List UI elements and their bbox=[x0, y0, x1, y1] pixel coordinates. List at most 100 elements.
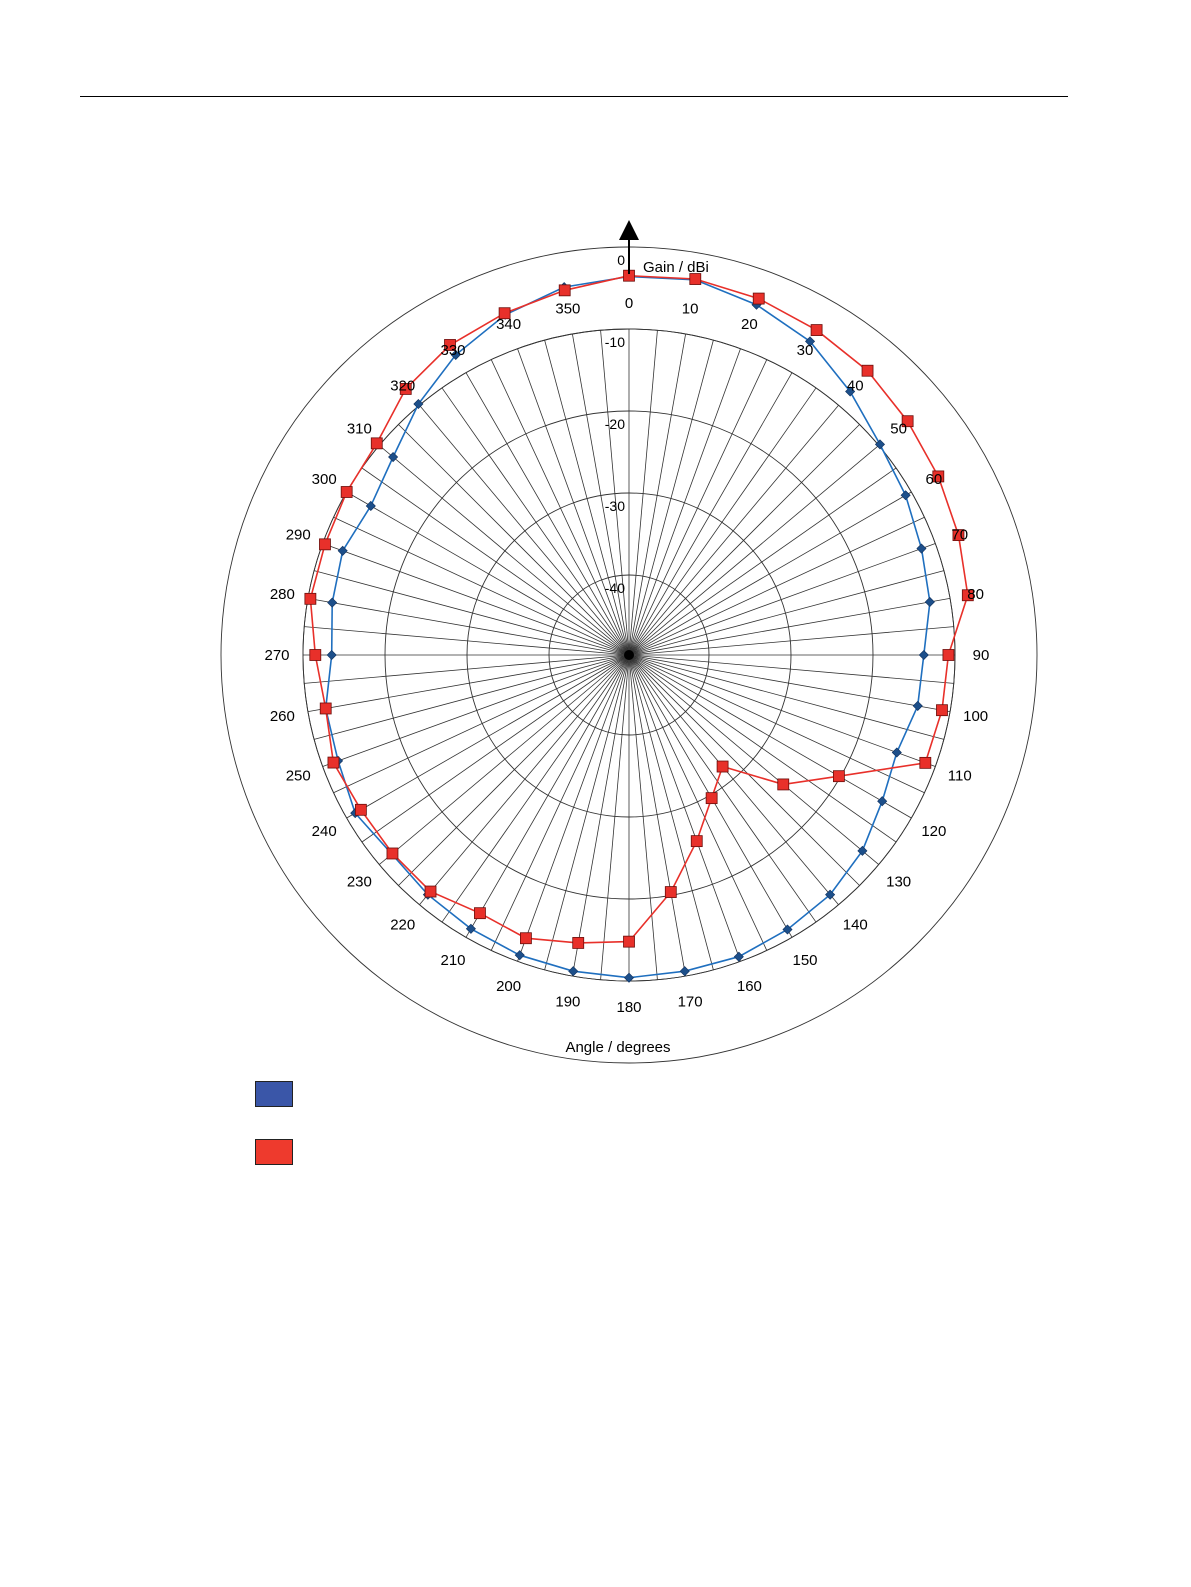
series-2-point bbox=[558, 284, 571, 297]
angle-tick-label: 140 bbox=[843, 917, 868, 934]
grid-spoke bbox=[465, 654, 630, 938]
angle-tick-label: 120 bbox=[921, 823, 946, 840]
angle-tick-label: 100 bbox=[963, 708, 988, 725]
radial-tick-label: -30 bbox=[605, 498, 625, 514]
angle-tick-label: 330 bbox=[440, 342, 465, 359]
angle-tick-label: 270 bbox=[264, 647, 289, 664]
radial-tick-label: 0 bbox=[617, 252, 625, 268]
grid-spoke bbox=[628, 424, 860, 656]
series-1-point bbox=[450, 349, 461, 360]
label-layer: 0 -10 -20 -30 -40 0 10 20 30 40 50 60 70 80 90 100 110 12… bbox=[264, 252, 989, 1016]
series-2-point bbox=[572, 937, 585, 949]
grid-spoke bbox=[628, 654, 860, 886]
radial-tick-label: -20 bbox=[605, 416, 625, 432]
grid-spoke bbox=[628, 340, 714, 656]
angle-tick-label: 10 bbox=[682, 300, 699, 317]
grid-spoke bbox=[628, 387, 817, 656]
series-1-line bbox=[324, 275, 931, 979]
series-2-point bbox=[304, 592, 317, 605]
angle-tick-label: 180 bbox=[616, 999, 641, 1016]
angle-tick-label: 230 bbox=[347, 873, 372, 890]
angle-tick-label: 190 bbox=[555, 994, 580, 1011]
series-2-point bbox=[689, 273, 702, 285]
series-1-point bbox=[388, 452, 399, 463]
grid-spoke bbox=[322, 654, 630, 767]
grid-spoke bbox=[628, 359, 768, 656]
series-1-point bbox=[568, 966, 579, 977]
series-2-point bbox=[354, 803, 367, 816]
series-1-point bbox=[733, 951, 744, 962]
grid-spoke bbox=[628, 372, 793, 656]
grid-spoke bbox=[628, 516, 925, 656]
grid-spoke bbox=[628, 570, 944, 656]
series-2-point bbox=[340, 486, 353, 498]
angle-tick-label: 250 bbox=[286, 767, 311, 784]
angle-tick-label: 310 bbox=[347, 421, 372, 438]
grid-spoke bbox=[628, 543, 936, 656]
radial-tick-label: -40 bbox=[605, 580, 625, 596]
grid-spoke bbox=[628, 654, 944, 740]
series-2-point bbox=[901, 415, 914, 428]
series-2-point bbox=[319, 538, 331, 551]
legend-swatch-1 bbox=[255, 1081, 293, 1107]
grid-spoke bbox=[628, 654, 658, 980]
series-1-point bbox=[877, 796, 888, 807]
series-1-point bbox=[918, 649, 929, 661]
angle-tick-label: 290 bbox=[286, 527, 311, 544]
angle-tick-label: 150 bbox=[792, 952, 817, 969]
angle-tick-label: 80 bbox=[967, 586, 984, 603]
series-2-point bbox=[474, 907, 486, 920]
grid-spoke bbox=[441, 654, 630, 923]
series-2-point bbox=[386, 847, 399, 860]
series-2-point bbox=[832, 770, 845, 783]
grid-spoke bbox=[307, 654, 630, 713]
series-1-point bbox=[825, 889, 836, 900]
radial-axis-label: Gain / dBi bbox=[643, 259, 709, 276]
grid-spoke bbox=[628, 654, 768, 951]
grid-spoke bbox=[314, 570, 630, 656]
angle-tick-label: 130 bbox=[886, 873, 911, 890]
grid-spoke bbox=[628, 405, 839, 656]
grid-spoke bbox=[628, 330, 658, 656]
grid-spoke bbox=[628, 445, 879, 656]
grid-spoke bbox=[600, 330, 630, 656]
angle-tick-label: 210 bbox=[440, 952, 465, 969]
series-2-point bbox=[932, 470, 945, 483]
angle-tick-label: 30 bbox=[797, 342, 814, 359]
series-2-point bbox=[716, 760, 729, 773]
angle-tick-label: 90 bbox=[973, 647, 990, 664]
angle-tick-label: 0 bbox=[625, 295, 633, 312]
grid-spoke bbox=[490, 654, 630, 951]
grid-spoke bbox=[419, 654, 630, 905]
series-1-point bbox=[845, 386, 856, 397]
grid-spoke bbox=[419, 405, 630, 656]
grid-spoke bbox=[628, 654, 912, 819]
grid-spoke bbox=[490, 359, 630, 656]
grid-spoke bbox=[628, 654, 879, 865]
angle-tick-label: 240 bbox=[312, 823, 337, 840]
grid-spoke bbox=[441, 387, 630, 656]
angle-tick-label: 200 bbox=[496, 978, 521, 995]
center-point bbox=[624, 650, 634, 660]
grid-spoke bbox=[628, 654, 839, 905]
grid-spoke bbox=[398, 424, 630, 656]
grid-spoke bbox=[628, 654, 951, 713]
angle-tick-label: 350 bbox=[555, 300, 580, 317]
series-1-point bbox=[874, 439, 886, 450]
grid-spoke bbox=[322, 543, 630, 656]
series-1-point bbox=[465, 923, 476, 934]
angle-tick-label: 60 bbox=[925, 471, 942, 488]
series-2-point bbox=[861, 364, 874, 377]
series-1-point bbox=[623, 972, 635, 983]
series-2-point bbox=[942, 649, 955, 661]
grid-spoke bbox=[600, 654, 630, 980]
series-1-point bbox=[679, 966, 690, 977]
grid-spoke bbox=[361, 654, 630, 843]
angle-tick-label: 320 bbox=[390, 377, 415, 394]
grid-spoke bbox=[346, 491, 630, 656]
legend-swatch-2 bbox=[255, 1139, 293, 1165]
series-2-point bbox=[952, 529, 965, 541]
series-2-point bbox=[961, 589, 974, 602]
series-1-point bbox=[916, 543, 927, 554]
angle-tick-label: 170 bbox=[678, 994, 703, 1011]
